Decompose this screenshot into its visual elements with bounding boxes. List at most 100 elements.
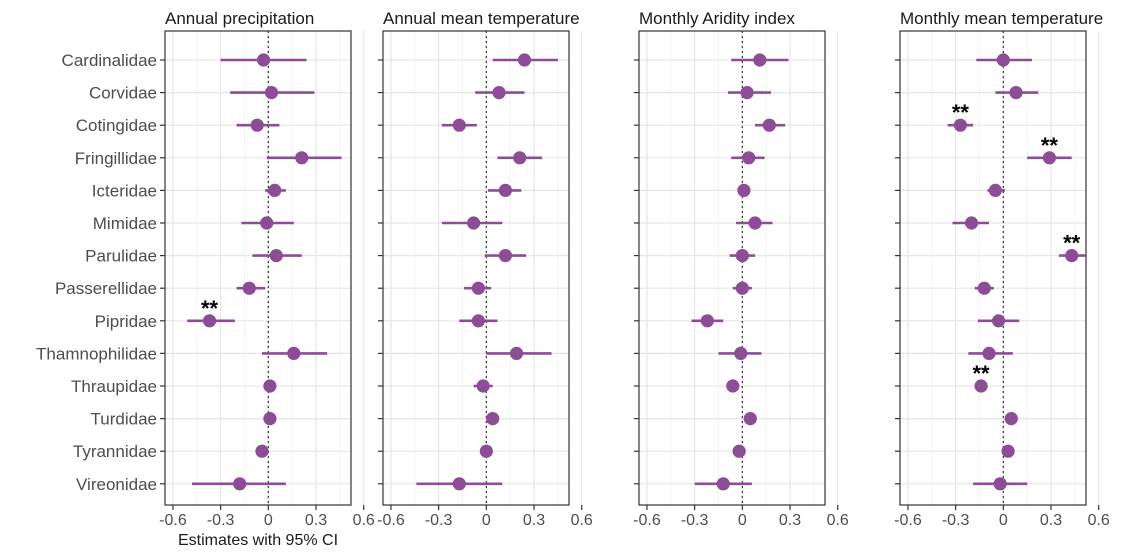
estimate-point <box>242 281 256 295</box>
estimate-point <box>471 281 485 295</box>
estimate-point <box>748 216 762 230</box>
estimate-point <box>467 216 481 230</box>
estimate-point <box>964 216 979 230</box>
estimate-point <box>255 444 269 458</box>
x-tick-label: 0.6 <box>353 512 375 529</box>
x-tick-label: 0.3 <box>523 512 545 529</box>
x-tick-label: 0 <box>738 512 747 529</box>
category-label: Pipridae <box>95 312 157 331</box>
estimate-point <box>1065 249 1079 263</box>
estimate-point <box>233 477 247 491</box>
estimate-point <box>486 412 500 426</box>
estimate-point <box>263 379 277 393</box>
significance-marker: ** <box>1063 231 1081 256</box>
estimate-point <box>743 412 757 426</box>
significance-marker: ** <box>973 361 991 386</box>
category-label: Fringillidae <box>75 149 157 168</box>
x-tick-label: -0.3 <box>681 512 709 529</box>
panel-border <box>638 30 826 506</box>
estimate-point <box>1001 444 1015 458</box>
estimate-point <box>700 314 714 328</box>
estimate-point <box>295 151 309 165</box>
estimate-point <box>740 86 754 100</box>
x-tick-label: -0.3 <box>942 512 970 529</box>
estimate-point <box>452 477 466 491</box>
category-label: Turdidae <box>91 410 157 429</box>
category-label: Thamnophilidae <box>36 344 157 363</box>
category-label: Corvidae <box>89 84 157 103</box>
x-tick-label: -0.6 <box>377 512 405 529</box>
panel-border <box>382 30 570 506</box>
panel-title: Monthly Aridity index <box>639 9 795 28</box>
estimate-point <box>1009 86 1023 100</box>
panel-title: Annual mean temperature <box>383 9 580 28</box>
estimate-point <box>735 281 749 295</box>
panel: Monthly Aridity index -0.6 -0.3 0 0.3 0.6 <box>633 9 849 529</box>
panel-border <box>899 30 1087 506</box>
estimate-point <box>762 118 776 132</box>
x-tick-label: 0.6 <box>827 512 849 529</box>
panel-title: Annual precipitation <box>165 9 314 28</box>
panel: Annual mean temperature -0.6 -0.3 0 0.3 0.6 <box>377 9 593 529</box>
x-tick-label: -0.6 <box>894 512 922 529</box>
estimate-point <box>732 444 746 458</box>
category-label: Parulidae <box>85 247 157 266</box>
significance-marker: ** <box>201 296 219 321</box>
x-tick-label: 0 <box>482 512 491 529</box>
estimate-point <box>452 118 466 132</box>
category-label: Tyrannidae <box>73 442 157 461</box>
estimate-point <box>263 412 277 426</box>
estimate-point <box>269 249 283 263</box>
significance-marker: ** <box>952 100 970 125</box>
panel-border <box>164 30 352 506</box>
estimate-point <box>726 379 740 393</box>
category-label: Cardinalidae <box>62 51 157 70</box>
estimate-point <box>982 346 996 360</box>
estimate-point <box>260 216 274 230</box>
estimate-point <box>996 53 1010 67</box>
estimate-point <box>517 53 532 67</box>
estimate-point <box>476 379 490 393</box>
significance-marker: ** <box>1041 133 1059 158</box>
estimate-point <box>202 314 217 328</box>
x-tick-label: -0.6 <box>159 512 187 529</box>
category-label: Vireonidae <box>76 475 157 494</box>
x-tick-label: 0.6 <box>1088 512 1110 529</box>
estimate-point <box>264 86 279 100</box>
x-tick-label: 0.3 <box>1040 512 1062 529</box>
x-tick-label: 0.3 <box>779 512 801 529</box>
estimate-point <box>498 183 513 197</box>
category-label: Passerellidae <box>55 279 157 298</box>
estimate-point <box>742 151 756 165</box>
category-label: Cotingidae <box>76 116 157 135</box>
x-tick-label: 0 <box>264 512 273 529</box>
x-tick-label: -0.3 <box>207 512 235 529</box>
estimate-point <box>509 346 524 360</box>
estimate-point <box>1042 151 1057 165</box>
x-tick-label: -0.6 <box>633 512 661 529</box>
panel: Monthly mean temperature -0.6 -0.3 0 0.3 0.6 *… <box>894 9 1110 529</box>
estimate-point <box>753 53 767 67</box>
estimate-point <box>735 249 749 263</box>
estimate-point <box>993 477 1007 491</box>
category-label: Mimidae <box>93 214 157 233</box>
estimate-point <box>471 314 485 328</box>
estimate-point <box>737 183 751 197</box>
estimate-point <box>256 53 271 67</box>
estimate-point <box>991 314 1006 328</box>
estimate-point <box>1004 412 1018 426</box>
estimate-point <box>492 86 506 100</box>
panel: Annual precipitation -0.6 -0.3 0 0.3 0.6 ** <box>159 9 375 529</box>
x-axis-title: Estimates with 95% CI <box>178 532 338 549</box>
x-tick-label: -0.3 <box>425 512 453 529</box>
estimate-point <box>498 249 513 263</box>
panel-title: Monthly mean temperature <box>900 9 1103 28</box>
category-label: Thraupidae <box>71 377 157 396</box>
estimate-point <box>977 281 991 295</box>
x-tick-label: 0.6 <box>571 512 593 529</box>
estimate-point <box>250 118 264 132</box>
estimate-point <box>953 118 968 132</box>
estimate-point <box>734 346 748 360</box>
x-tick-label: 0 <box>999 512 1008 529</box>
